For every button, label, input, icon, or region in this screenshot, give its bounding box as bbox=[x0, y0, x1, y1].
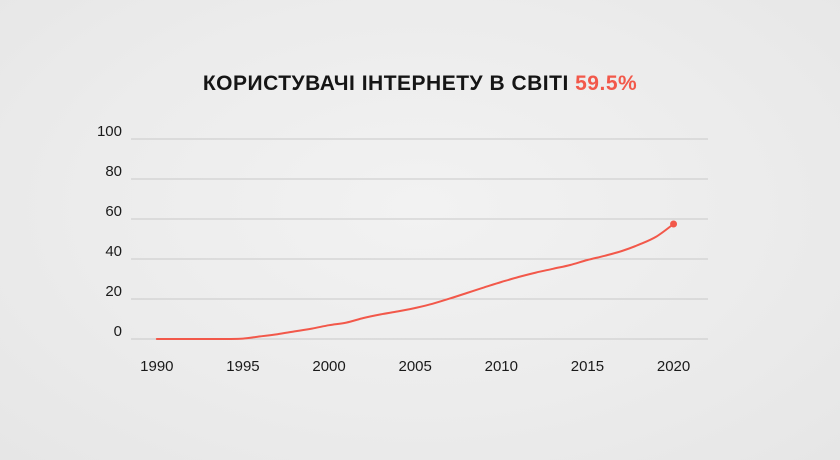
chart-title-value: 59.5% bbox=[575, 72, 638, 95]
series bbox=[155, 220, 678, 341]
y-axis-ticks: 0 20 40 60 80 100 bbox=[97, 123, 122, 340]
grid-lines bbox=[131, 138, 708, 340]
y-tick-label: 100 bbox=[97, 123, 122, 140]
x-tick-label: 2005 bbox=[399, 358, 432, 375]
chart-title: КОРИСТУВАЧІ ІНТЕРНЕТУ В СВІТІ 59.5% bbox=[0, 72, 840, 96]
y-tick-label: 0 bbox=[114, 323, 122, 340]
x-tick-label: 1990 bbox=[140, 358, 173, 375]
x-tick-label: 2020 bbox=[657, 358, 690, 375]
x-axis-ticks: 1990 1995 2000 2005 2010 2015 2020 bbox=[140, 358, 690, 375]
y-tick-label: 80 bbox=[105, 163, 122, 180]
series-line-0 bbox=[155, 223, 675, 341]
y-tick-label: 40 bbox=[105, 243, 122, 260]
x-tick-label: 2000 bbox=[312, 358, 345, 375]
end-point-marker bbox=[670, 220, 678, 228]
x-tick-label: 2010 bbox=[485, 358, 518, 375]
x-tick-label: 2015 bbox=[571, 358, 604, 375]
y-tick-label: 60 bbox=[105, 203, 122, 220]
y-tick-label: 20 bbox=[105, 283, 122, 300]
chart-title-text: КОРИСТУВАЧІ ІНТЕРНЕТУ В СВІТІ bbox=[202, 72, 569, 95]
x-tick-label: 1995 bbox=[226, 358, 259, 375]
